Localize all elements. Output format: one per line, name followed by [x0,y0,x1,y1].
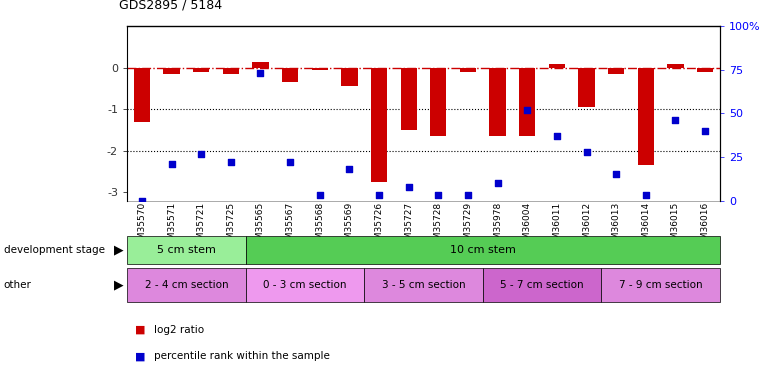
Text: ▶: ▶ [114,244,123,257]
Text: 3 - 5 cm section: 3 - 5 cm section [382,280,465,290]
Point [432,192,444,198]
Bar [253,62,269,68]
Bar [282,68,298,82]
Point [195,150,207,156]
Bar [460,68,476,72]
Bar [341,68,357,87]
Bar [490,68,506,136]
Text: other: other [4,280,32,290]
Text: 0 - 3 cm section: 0 - 3 cm section [263,280,346,290]
Point [136,198,148,204]
Text: development stage: development stage [4,245,105,255]
Bar [549,64,565,68]
Bar [519,68,535,136]
Text: 10 cm stem: 10 cm stem [450,245,516,255]
Bar [134,68,150,122]
Text: 7 - 9 cm section: 7 - 9 cm section [619,280,702,290]
Bar [400,68,417,130]
Point [521,107,534,113]
Text: ▶: ▶ [114,279,123,291]
Bar [638,68,654,165]
Bar [312,68,328,70]
Text: percentile rank within the sample: percentile rank within the sample [154,351,330,361]
Bar [430,68,447,136]
Bar [163,68,179,74]
Point [581,149,593,155]
Bar [697,68,713,72]
Bar [223,68,239,74]
Point [491,180,504,186]
Point [166,161,178,167]
Bar [608,68,624,74]
Point [699,128,711,134]
Point [343,166,356,172]
Text: 5 - 7 cm section: 5 - 7 cm section [500,280,584,290]
Text: ■: ■ [135,351,146,361]
Text: GDS2895 / 5184: GDS2895 / 5184 [119,0,223,11]
Point [551,133,563,139]
Bar [578,68,594,107]
Point [640,192,652,198]
Point [403,184,415,190]
Point [284,159,296,165]
Point [669,117,681,123]
Point [610,171,622,177]
Text: log2 ratio: log2 ratio [154,325,204,335]
Text: 2 - 4 cm section: 2 - 4 cm section [145,280,228,290]
Text: ■: ■ [135,325,146,335]
Point [225,159,237,165]
Point [373,192,385,198]
Bar [193,68,209,72]
Bar [371,68,387,182]
Point [313,192,326,198]
Text: 5 cm stem: 5 cm stem [157,245,216,255]
Bar [668,64,684,68]
Point [254,70,266,76]
Point [462,192,474,198]
